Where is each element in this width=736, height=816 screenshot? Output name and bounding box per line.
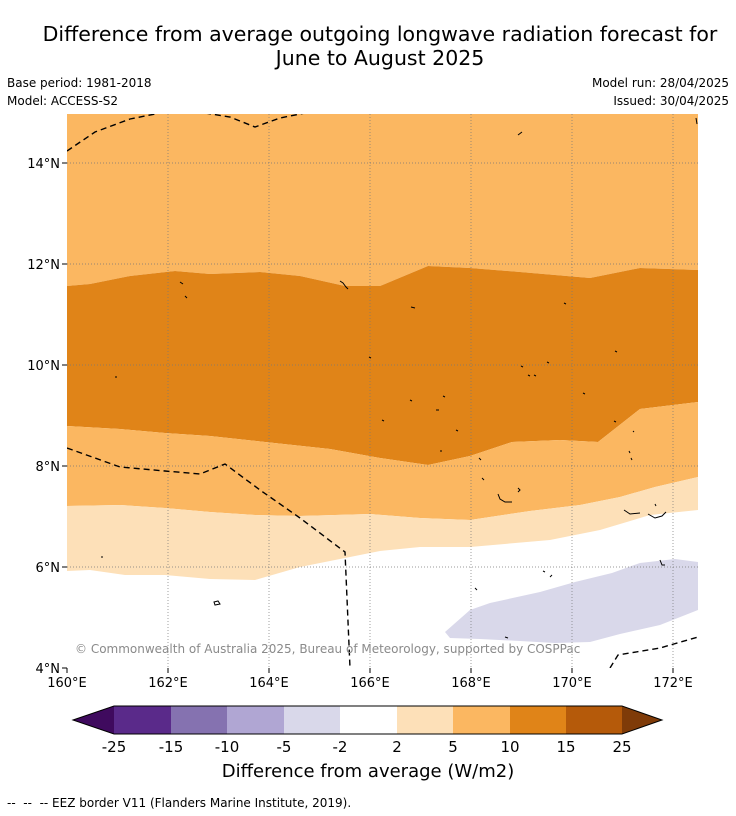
colorbar-tick-label: 15 <box>556 738 575 756</box>
colorbar-segment <box>340 706 397 734</box>
colorbar-extend-high <box>622 706 662 734</box>
colorbar-segment <box>397 706 453 734</box>
band-10-15 <box>67 266 698 465</box>
issued-date: Issued: 30/04/2025 <box>613 94 729 108</box>
colorbar-tick-label: 2 <box>392 738 402 756</box>
colorbar-outline <box>71 705 664 735</box>
lat-label: 10°N <box>27 359 60 374</box>
lat-label: 8°N <box>36 460 61 475</box>
colorbar-tick-label: 5 <box>448 738 458 756</box>
islands <box>101 117 698 639</box>
colorbar-extend-low <box>73 706 114 734</box>
meta-left: Base period: 1981-2018 Model: ACCESS-S2 <box>7 74 152 110</box>
title-line-2: June to August 2025 <box>275 46 485 70</box>
colorbar-segment <box>510 706 566 734</box>
gridlines <box>67 114 698 668</box>
colorbar-tick-label: -5 <box>277 738 292 756</box>
colorbar-segment <box>284 706 340 734</box>
map-figure: 14°N 12°N 10°N 8°N 6°N 4°N 160°E 162°E 1… <box>27 114 698 691</box>
colorbar-label: Difference from average (W/m2) <box>221 761 515 782</box>
lon-labels: 160°E 162°E 164°E 166°E 168°E 170°E 172°… <box>47 676 693 691</box>
lat-label: 4°N <box>36 662 61 677</box>
colorbar-segments <box>114 706 622 734</box>
colorbar-segment <box>453 706 510 734</box>
base-period: Base period: 1981-2018 <box>7 76 152 90</box>
colorbar-tick-label: 25 <box>612 738 631 756</box>
eez-footnote: -- -- -- EEZ border V11 (Flanders Marine… <box>7 796 352 810</box>
colorbar-segment <box>171 706 227 734</box>
title-line-1: Difference from average outgoing longwav… <box>42 22 718 46</box>
lon-label: 172°E <box>653 676 693 691</box>
colorbar-segment <box>114 706 171 734</box>
lon-label: 162°E <box>148 676 188 691</box>
band-5-10-north <box>67 114 698 286</box>
band-5-10-south <box>67 402 698 520</box>
model-name: Model: ACCESS-S2 <box>7 94 119 108</box>
eez-borders <box>67 114 698 668</box>
lat-label: 12°N <box>27 258 60 273</box>
colorbar: -25 -15 -10 -5 -2 2 5 10 15 25 <box>71 705 664 756</box>
band-2-5 <box>67 477 698 580</box>
lon-label: 166°E <box>350 676 390 691</box>
colorbar-tick-label: -10 <box>215 738 240 756</box>
colorbar-segment <box>227 706 284 734</box>
colorbar-tick-label: 10 <box>500 738 519 756</box>
copyright-notice: © Commonwealth of Australia 2025, Bureau… <box>75 642 580 656</box>
lat-labels: 14°N 12°N 10°N 8°N 6°N 4°N <box>27 157 60 677</box>
map-panel <box>67 114 698 668</box>
lon-label: 168°E <box>451 676 491 691</box>
model-run: Model run: 28/04/2025 <box>591 76 729 90</box>
axis-ticks <box>62 162 674 673</box>
colorbar-tick-label: -25 <box>102 738 127 756</box>
colorbar-tick-label: -2 <box>333 738 348 756</box>
lat-label: 14°N <box>27 157 60 172</box>
lon-label: 164°E <box>249 676 289 691</box>
lat-label: 6°N <box>36 561 61 576</box>
lon-label: 160°E <box>47 676 87 691</box>
lon-label: 170°E <box>552 676 592 691</box>
colorbar-tick-label: -15 <box>159 738 184 756</box>
colorbar-segment <box>566 706 622 734</box>
meta-right: Model run: 28/04/2025 Issued: 30/04/2025 <box>592 74 729 110</box>
band-neg5-neg2 <box>445 559 698 643</box>
map-title: Difference from average outgoing longwav… <box>30 22 730 70</box>
colorbar-tick-labels: -25 -15 -10 -5 -2 2 5 10 15 25 <box>102 738 632 756</box>
